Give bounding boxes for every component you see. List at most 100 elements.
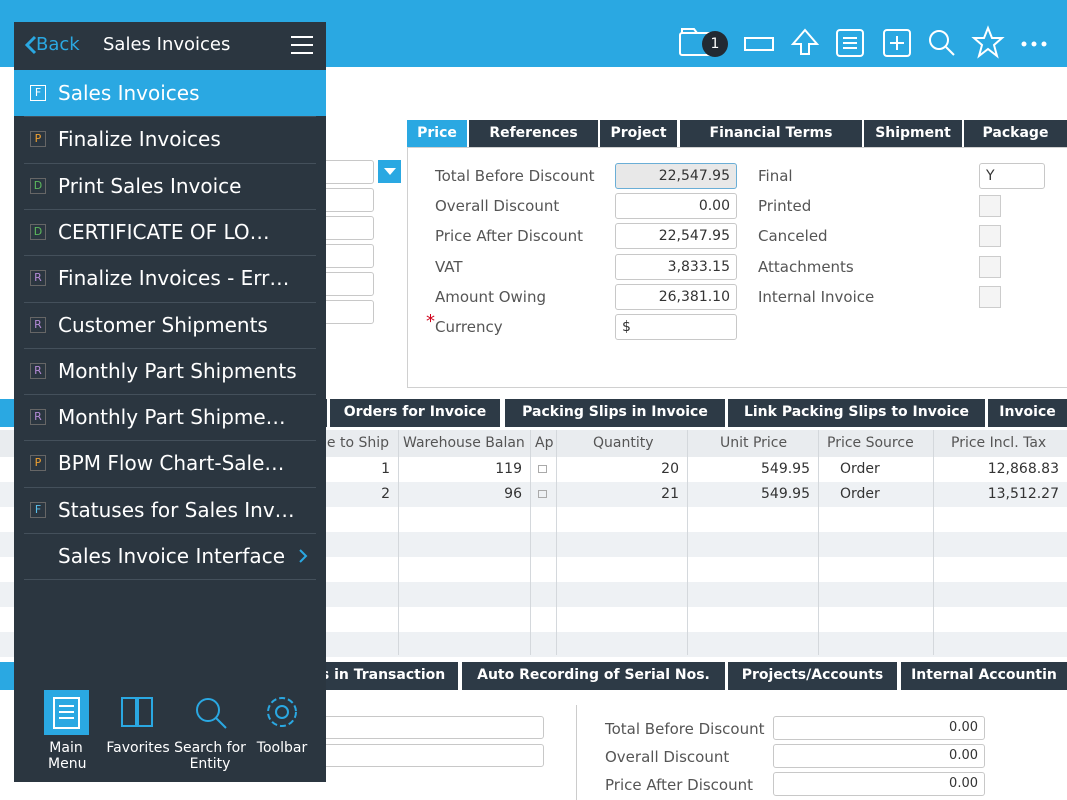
checkbox[interactable] — [979, 286, 1001, 308]
tab[interactable]: Link Packing Slips to Invoice — [728, 399, 985, 427]
col-line — [398, 430, 399, 655]
more-icon[interactable] — [1021, 41, 1047, 47]
badge: 1 — [710, 36, 720, 52]
menu-icon: R — [30, 270, 46, 287]
menu-item[interactable]: BPM Flow Chart-Sale… — [58, 451, 285, 476]
menu-item[interactable]: Finalize Invoices - Err… — [58, 266, 290, 291]
separator — [24, 533, 316, 534]
flag-label: Printed — [758, 197, 812, 215]
field-label: Overall Discount — [435, 197, 560, 215]
menu-item[interactable]: Print Sales Invoice — [58, 173, 242, 198]
nav-icons — [53, 697, 297, 729]
flag-label: Internal Invoice — [758, 288, 875, 306]
separator — [24, 579, 316, 580]
back-chevron[interactable] — [24, 35, 38, 55]
menu-item[interactable]: Monthly Part Shipme… — [58, 405, 286, 430]
cell: 1 — [381, 461, 390, 477]
cell: 96 — [504, 486, 522, 502]
menu-icon: D — [30, 177, 46, 194]
row-checkbox[interactable] — [538, 465, 547, 473]
cell: 21 — [661, 486, 679, 502]
total-label: Price After Discount — [605, 776, 754, 794]
col-line — [933, 430, 934, 655]
menu-panel: Sales Invoices F Sales Invoices P Finalize … — [14, 22, 326, 782]
col-line — [556, 430, 557, 655]
nav-label[interactable]: Favorites — [106, 740, 170, 756]
cell: 549.95 — [761, 461, 810, 477]
field-value[interactable]: 0.00 — [615, 193, 737, 219]
tab[interactable]: Orders for Invoice — [330, 399, 500, 427]
column-header: Warehouse Balan — [403, 435, 525, 451]
input-box[interactable] — [300, 744, 544, 767]
cell: 12,868.83 — [987, 461, 1059, 477]
field-value[interactable]: 26,381.10 — [615, 284, 737, 310]
hamburger[interactable] — [291, 35, 315, 55]
tab[interactable]: Package — [964, 120, 1067, 147]
menu-item[interactable]: Finalize Invoices — [58, 127, 221, 152]
tab[interactable]: Projects/Accounts — [728, 662, 897, 690]
menu-icon: D — [30, 223, 46, 240]
input-box[interactable] — [300, 716, 544, 739]
tab[interactable]: Price — [407, 120, 467, 147]
tab[interactable]: Packing Slips in Invoice — [505, 399, 725, 427]
menu-item-selected — [14, 70, 326, 116]
menu-icon: P — [30, 455, 46, 472]
menu-title: Sales Invoices — [103, 34, 231, 55]
nav-label[interactable]: Main Menu — [48, 740, 87, 772]
field-value[interactable]: $ — [615, 314, 737, 340]
total-label: Total Before Discount — [605, 720, 765, 738]
nav-label[interactable]: Toolbar — [256, 740, 308, 756]
tab[interactable]: References — [469, 120, 598, 147]
menu-item[interactable]: CERTIFICATE OF LO… — [58, 219, 270, 244]
menu-item[interactable]: Customer Shipments — [58, 312, 268, 337]
column-header: e to Ship — [326, 435, 389, 451]
menu-icon: R — [30, 362, 46, 379]
menu-item[interactable]: Sales Invoices — [58, 81, 200, 105]
column-header: Ap — [535, 435, 554, 451]
field-value[interactable]: 3,833.15 — [615, 254, 737, 280]
form-panel — [407, 147, 1067, 388]
keyboard-icon[interactable] — [744, 37, 774, 51]
nav-label[interactable]: Search for Entity — [174, 740, 246, 772]
dropdown-arrow — [384, 168, 396, 175]
tab[interactable]: Auto Recording of Serial Nos. — [462, 662, 725, 690]
divider — [576, 705, 577, 800]
menu-back[interactable]: Back — [36, 34, 80, 55]
separator — [24, 394, 316, 396]
menu-icon: F — [30, 501, 46, 518]
checkbox[interactable] — [979, 256, 1001, 278]
cell: 119 — [495, 461, 522, 477]
row-checkbox[interactable] — [538, 490, 547, 498]
field-label: Total Before Discount — [435, 167, 595, 185]
tab[interactable]: Invoice — [988, 399, 1067, 427]
download-icon[interactable] — [790, 28, 820, 55]
add-icon[interactable] — [883, 29, 911, 57]
cell: 20 — [661, 461, 679, 477]
tab[interactable]: Financial Terms — [680, 120, 862, 147]
cell: 2 — [381, 486, 390, 502]
column-header: Price Incl. Tax — [951, 435, 1047, 451]
total-value[interactable]: 0.00 — [773, 772, 985, 796]
star-icon[interactable] — [971, 25, 1005, 59]
checkbox[interactable] — [979, 225, 1001, 247]
tab[interactable]: Project — [600, 120, 677, 147]
flag-value[interactable]: Y — [979, 163, 1045, 189]
field-value[interactable]: 22,547.95 — [615, 223, 737, 249]
menu-item[interactable]: Monthly Part Shipments — [58, 358, 297, 383]
list-icon[interactable] — [836, 29, 864, 57]
checkbox[interactable] — [979, 195, 1001, 217]
menu-item[interactable]: Statuses for Sales Inv… — [58, 497, 295, 522]
total-value[interactable]: 0.00 — [773, 716, 985, 740]
col-line — [818, 430, 819, 655]
search-icon[interactable] — [929, 30, 949, 50]
separator — [24, 116, 316, 118]
menu-item[interactable]: Sales Invoice Interface — [58, 544, 285, 568]
tab[interactable]: Internal Accountin — [901, 662, 1067, 690]
tab[interactable]: Shipment — [864, 120, 962, 147]
column-header: Price Source — [827, 435, 914, 451]
total-value[interactable]: 0.00 — [773, 744, 985, 768]
separator — [24, 440, 316, 442]
field-value[interactable]: 22,547.95 — [615, 163, 737, 189]
cell: Order — [840, 486, 880, 502]
